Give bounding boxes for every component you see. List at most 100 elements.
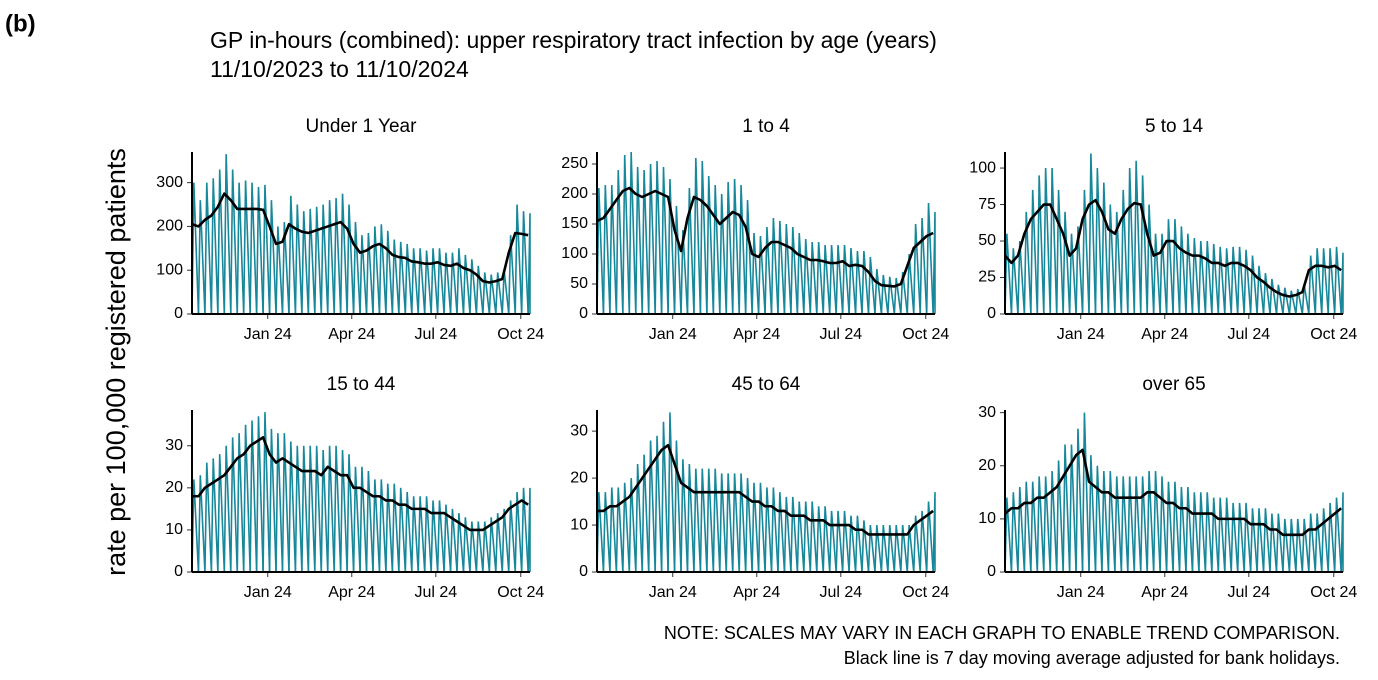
daily-spike: [790, 496, 799, 573]
daily-spike: [925, 202, 934, 315]
daily-spike: [404, 492, 413, 573]
daily-spike: [359, 466, 368, 573]
daily-spike: [796, 501, 805, 573]
x-tick-label: Apr 24: [1141, 584, 1188, 601]
daily-spike: [835, 244, 844, 315]
daily-spike: [1308, 255, 1317, 315]
daily-spike: [249, 420, 258, 573]
daily-spike: [320, 449, 329, 573]
daily-spike: [1340, 492, 1344, 573]
daily-spike: [333, 197, 342, 315]
daily-spike: [339, 449, 348, 573]
y-tick-label: 0: [987, 563, 996, 580]
y-tick-label: 30: [978, 404, 996, 421]
daily-spike: [725, 473, 734, 573]
daily-spike: [680, 459, 689, 573]
daily-spike: [1320, 248, 1330, 315]
daily-spike: [1146, 471, 1155, 573]
daily-spike: [1295, 518, 1304, 573]
daily-spike: [686, 187, 695, 315]
daily-spike: [501, 508, 510, 573]
daily-spike: [1262, 273, 1271, 315]
moving-average-line: [596, 186, 934, 288]
x-tick-label: Jan 24: [649, 584, 697, 601]
daily-spike: [1127, 168, 1136, 315]
daily-spike: [423, 250, 432, 315]
daily-spike: [828, 510, 837, 573]
daily-spike: [628, 151, 637, 315]
daily-spike: [738, 473, 747, 573]
daily-spike: [751, 482, 760, 573]
x-tick-label: Jul 24: [1227, 584, 1270, 601]
daily-spike: [482, 272, 491, 315]
daily-spike: [1036, 175, 1045, 315]
moving-average-line: [1004, 198, 1342, 298]
daily-spike: [378, 224, 387, 315]
daily-spike: [803, 501, 812, 573]
daily-spike: [520, 211, 529, 315]
daily-spike: [1327, 502, 1336, 573]
daily-spike: [783, 223, 792, 315]
daily-spike: [204, 182, 213, 315]
daily-spike: [288, 195, 297, 315]
x-tick-label: Jan 24: [244, 584, 292, 601]
panel-title: 5 to 14: [1145, 116, 1204, 137]
x-tick-label: Apr 24: [733, 584, 780, 601]
daily-spike: [731, 473, 741, 573]
daily-spike: [307, 208, 316, 315]
daily-spike: [680, 229, 689, 315]
daily-spike: [731, 178, 741, 315]
daily-spike: [404, 243, 413, 315]
y-tick-label: 75: [978, 196, 996, 213]
daily-spike: [706, 175, 715, 315]
daily-spike: [1198, 240, 1207, 315]
daily-spike: [815, 506, 825, 573]
daily-spike: [912, 223, 922, 315]
x-tick-label: Oct 24: [902, 584, 949, 601]
daily-spike: [294, 445, 303, 573]
daily-spike: [867, 524, 876, 573]
daily-spike: [641, 454, 650, 573]
daily-spike: [242, 180, 251, 315]
daily-spike: [900, 524, 909, 573]
daily-spike: [1178, 226, 1187, 315]
daily-spike: [314, 206, 323, 315]
daily-spike: [647, 163, 656, 315]
daily-spike: [514, 492, 523, 573]
daily-spike: [1178, 486, 1187, 573]
note: NOTE: SCALES MAY VARY IN EACH GRAPH TO E…: [664, 623, 1340, 643]
daily-spike: [1340, 252, 1344, 315]
daily-spike: [919, 217, 928, 315]
daily-spike: [1236, 246, 1245, 315]
daily-spike: [1288, 518, 1297, 573]
daily-spike: [1081, 412, 1090, 573]
daily-spike: [1165, 219, 1174, 315]
daily-spike: [854, 250, 863, 315]
daily-spike: [744, 199, 753, 315]
y-tick-label: 50: [570, 275, 588, 292]
daily-spike: [757, 235, 766, 315]
daily-spike: [1172, 481, 1181, 573]
moving-average-line: [597, 443, 934, 536]
x-tick-label: Jul 24: [414, 326, 457, 343]
daily-spike: [482, 521, 491, 573]
daily-spike: [1081, 189, 1090, 315]
daily-spike: [229, 437, 239, 573]
daily-spike: [1223, 497, 1233, 573]
y-tick-label: 100: [969, 159, 996, 176]
daily-spike: [1211, 497, 1220, 573]
daily-spike: [410, 248, 420, 315]
daily-spike: [398, 487, 407, 573]
x-tick-label: Jul 24: [1227, 326, 1270, 343]
daily-spike: [352, 222, 361, 315]
daily-spike: [777, 220, 786, 315]
y-tick-label: 20: [165, 479, 183, 496]
daily-spike: [615, 169, 624, 315]
daily-spike: [1230, 246, 1239, 315]
daily-spike: [410, 496, 420, 573]
y-tick-label: 25: [978, 269, 996, 286]
daily-spike: [764, 226, 773, 315]
daily-spike: [527, 487, 531, 573]
y-tick-label: 0: [579, 563, 588, 580]
daily-spike: [815, 241, 825, 315]
